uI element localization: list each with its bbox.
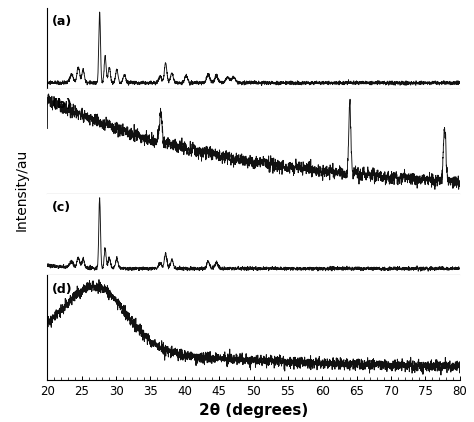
Text: (a): (a) — [52, 15, 72, 28]
Text: Intensity/au: Intensity/au — [14, 149, 28, 231]
X-axis label: 2θ (degrees): 2θ (degrees) — [199, 403, 308, 418]
Text: (d): (d) — [52, 283, 72, 296]
Text: (b): (b) — [52, 97, 72, 111]
Text: (c): (c) — [52, 200, 71, 214]
